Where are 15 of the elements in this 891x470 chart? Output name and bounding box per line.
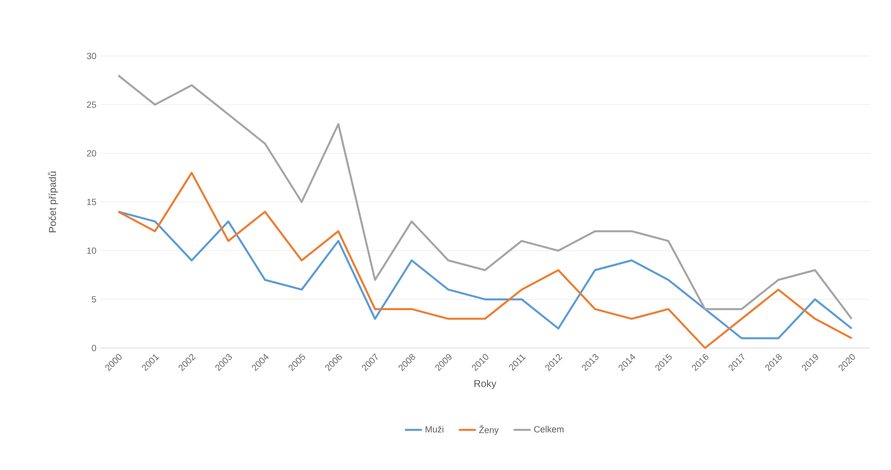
- y-tick-label: 5: [92, 296, 96, 302]
- legend-label: Ženy: [479, 425, 499, 435]
- y-axis-title: Počet případů: [48, 172, 58, 232]
- y-tick-label: 20: [86, 150, 96, 157]
- x-axis-title: Roky: [474, 380, 496, 390]
- y-tick-label: 15: [87, 198, 96, 206]
- line-series: [117, 172, 853, 349]
- line-series: [117, 210, 853, 340]
- y-tick-label: 0: [92, 344, 96, 352]
- y-tick-label: 30: [86, 52, 96, 60]
- legend-label: Celkem: [534, 426, 564, 432]
- y-tick-label: 10: [87, 247, 96, 254]
- legend-label: Muži: [426, 426, 444, 432]
- y-tick-label: 25: [86, 101, 96, 108]
- line-series: [117, 74, 853, 320]
